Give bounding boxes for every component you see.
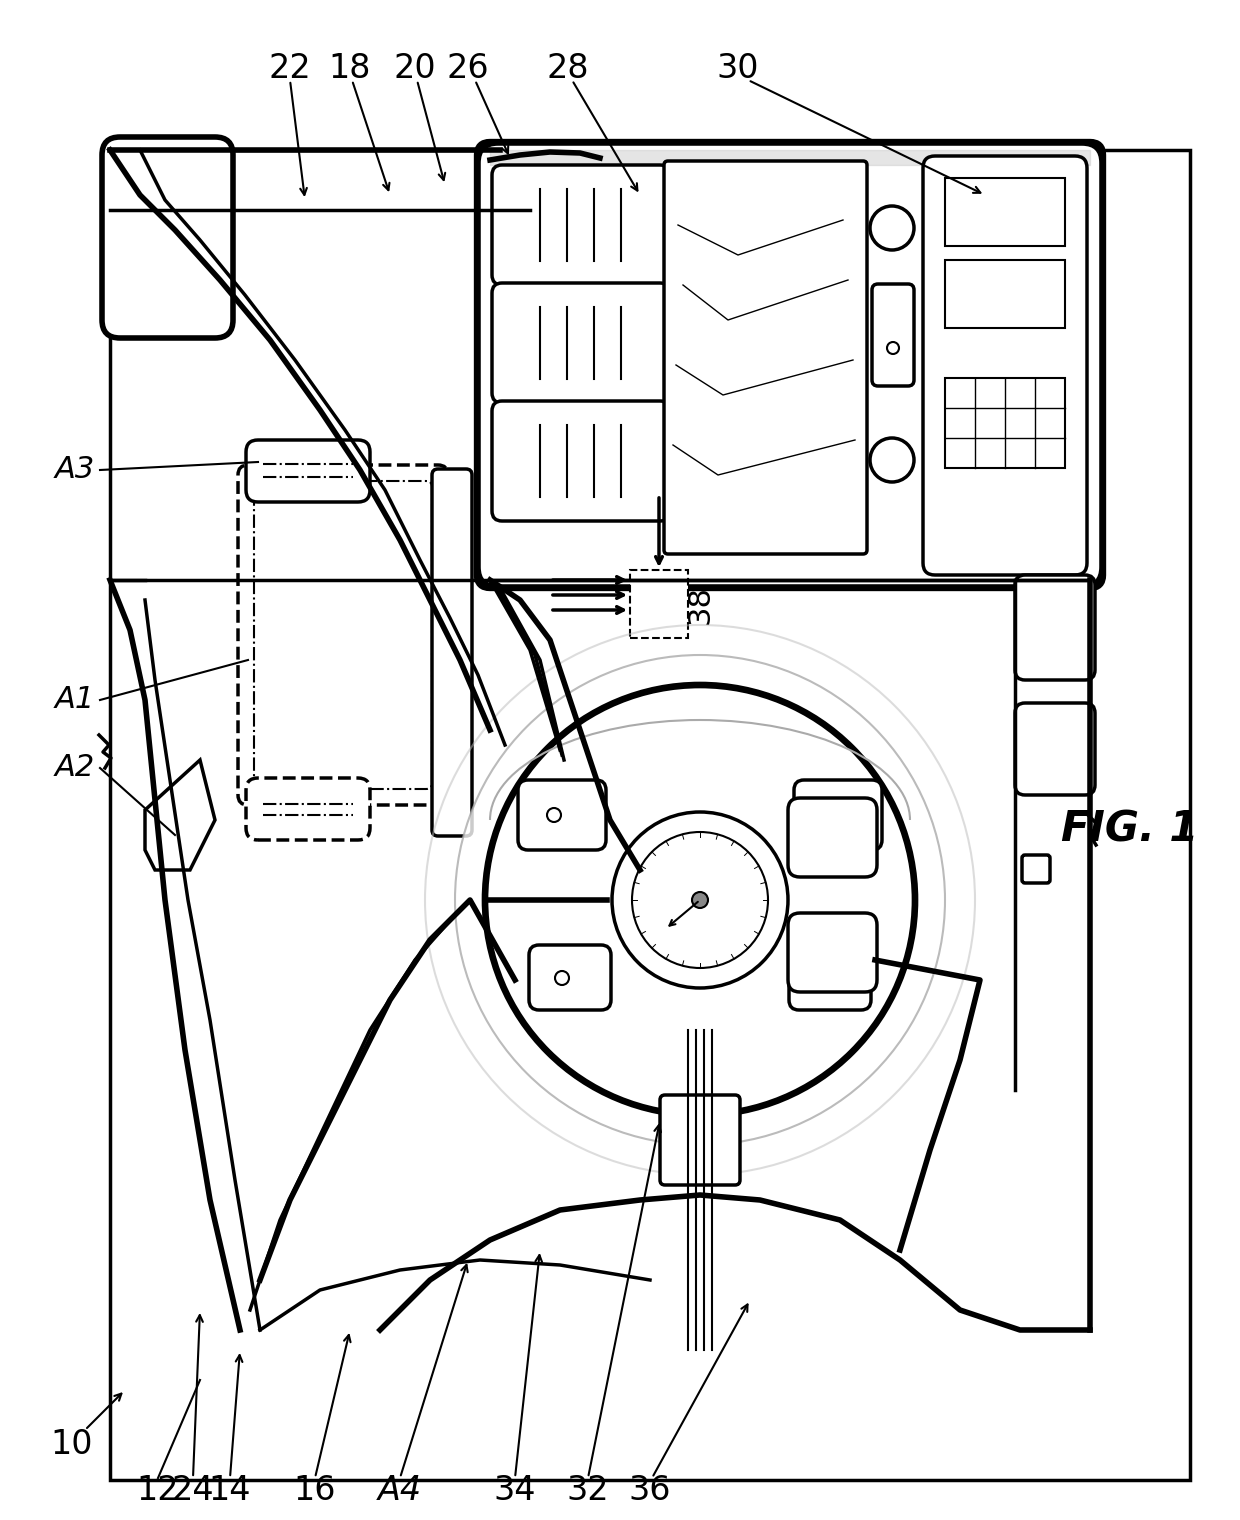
Circle shape bbox=[556, 971, 569, 985]
Bar bbox=[945, 378, 1065, 468]
FancyBboxPatch shape bbox=[789, 945, 870, 1009]
FancyBboxPatch shape bbox=[492, 166, 670, 286]
FancyBboxPatch shape bbox=[432, 470, 472, 836]
Bar bbox=[945, 260, 1065, 328]
Text: 20: 20 bbox=[393, 52, 436, 85]
FancyBboxPatch shape bbox=[794, 780, 882, 850]
Text: 30: 30 bbox=[717, 52, 759, 85]
FancyBboxPatch shape bbox=[246, 439, 370, 502]
Text: 18: 18 bbox=[329, 52, 371, 85]
Text: 38: 38 bbox=[686, 585, 714, 623]
Circle shape bbox=[632, 831, 768, 968]
Text: 36: 36 bbox=[629, 1473, 671, 1506]
Circle shape bbox=[823, 809, 837, 822]
FancyBboxPatch shape bbox=[492, 401, 670, 521]
Circle shape bbox=[455, 655, 945, 1145]
FancyBboxPatch shape bbox=[1022, 854, 1050, 883]
Text: 22: 22 bbox=[269, 52, 311, 85]
Circle shape bbox=[547, 809, 560, 822]
FancyBboxPatch shape bbox=[787, 914, 877, 993]
Text: A1: A1 bbox=[55, 686, 95, 714]
FancyBboxPatch shape bbox=[787, 798, 877, 877]
Text: FIG. 1: FIG. 1 bbox=[1061, 809, 1199, 851]
FancyBboxPatch shape bbox=[663, 161, 867, 553]
FancyBboxPatch shape bbox=[660, 1094, 740, 1186]
Text: 16: 16 bbox=[294, 1473, 336, 1506]
Circle shape bbox=[887, 342, 899, 354]
FancyBboxPatch shape bbox=[102, 137, 233, 337]
FancyBboxPatch shape bbox=[477, 143, 1102, 587]
FancyBboxPatch shape bbox=[238, 465, 448, 806]
FancyBboxPatch shape bbox=[529, 945, 611, 1009]
Text: 34: 34 bbox=[494, 1473, 536, 1506]
Text: 24: 24 bbox=[171, 1473, 215, 1506]
Text: A4: A4 bbox=[378, 1473, 422, 1506]
Circle shape bbox=[692, 892, 708, 907]
Circle shape bbox=[815, 971, 830, 985]
Circle shape bbox=[870, 438, 914, 482]
Text: 28: 28 bbox=[547, 52, 589, 85]
FancyBboxPatch shape bbox=[254, 480, 432, 789]
Polygon shape bbox=[145, 760, 215, 869]
Text: A3: A3 bbox=[55, 456, 95, 485]
FancyBboxPatch shape bbox=[1016, 575, 1095, 679]
FancyBboxPatch shape bbox=[492, 283, 670, 403]
Circle shape bbox=[870, 207, 914, 249]
Text: 10: 10 bbox=[51, 1429, 93, 1462]
Bar bbox=[945, 178, 1065, 246]
Circle shape bbox=[613, 812, 787, 988]
Text: 14: 14 bbox=[208, 1473, 252, 1506]
Text: 32: 32 bbox=[567, 1473, 609, 1506]
FancyBboxPatch shape bbox=[1016, 702, 1095, 795]
Text: 12: 12 bbox=[136, 1473, 180, 1506]
Text: 26: 26 bbox=[446, 52, 490, 85]
FancyBboxPatch shape bbox=[518, 780, 606, 850]
FancyBboxPatch shape bbox=[477, 143, 1102, 587]
Text: A2: A2 bbox=[55, 754, 95, 783]
Circle shape bbox=[485, 686, 915, 1116]
Bar bbox=[630, 570, 688, 638]
FancyBboxPatch shape bbox=[872, 284, 914, 386]
FancyBboxPatch shape bbox=[923, 157, 1087, 575]
Bar bbox=[110, 150, 1190, 1480]
FancyBboxPatch shape bbox=[246, 778, 370, 841]
